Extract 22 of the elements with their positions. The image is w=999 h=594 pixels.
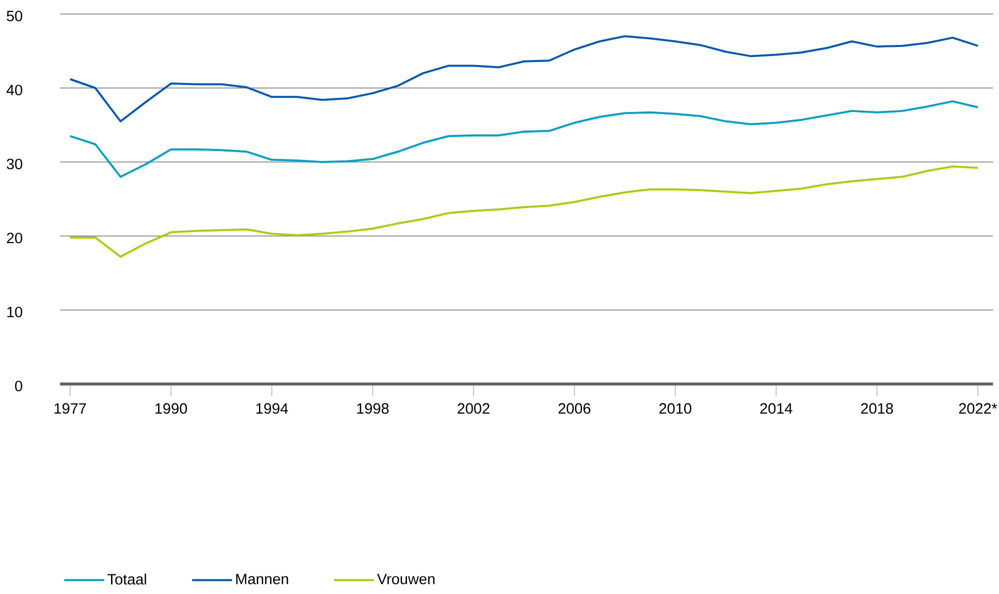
- line-series: [69, 35, 979, 122]
- legend-label: Vrouwen: [377, 574, 434, 584]
- x-tick-label: 2010: [659, 403, 692, 414]
- legend-label: Totaal: [108, 574, 146, 585]
- y-tick-label: 40: [6, 84, 22, 96]
- x-tick-label: 2014: [760, 403, 792, 414]
- x-tick-label: 1977: [54, 403, 86, 414]
- x-tick-label: 2022*: [959, 403, 998, 414]
- y-tick-label: 10: [7, 306, 22, 318]
- line-series: [69, 165, 979, 258]
- y-tick-label: 20: [6, 232, 22, 244]
- x-tick-label: 2002: [458, 403, 490, 414]
- x-tick-label: 2006: [558, 403, 590, 414]
- x-tick-label: 1994: [256, 403, 288, 414]
- x-tick-label: 2018: [861, 403, 893, 414]
- y-tick-label: 50: [6, 10, 22, 22]
- legend-label: Mannen: [236, 574, 288, 584]
- line-series: [69, 100, 979, 178]
- y-tick-label: 30: [6, 158, 22, 170]
- x-tick-label: 1998: [357, 403, 389, 414]
- y-tick-label: 0: [15, 380, 22, 392]
- x-tick-label: 1990: [155, 403, 187, 414]
